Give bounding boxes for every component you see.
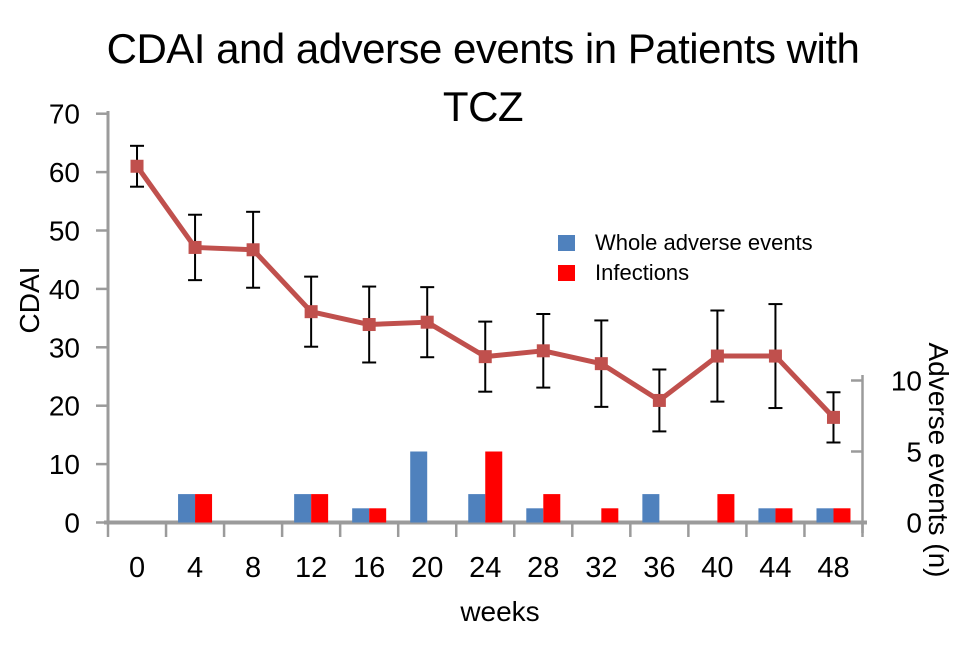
x-axis-tick-label: 0 bbox=[129, 552, 145, 584]
bar-whole-adverse-events-week-20 bbox=[410, 451, 428, 523]
cdai-marker-week-4 bbox=[188, 240, 202, 254]
cdai-marker-week-12 bbox=[304, 305, 318, 319]
bar-whole-adverse-events-week-24 bbox=[468, 494, 486, 523]
chart-title: CDAI and adverse events in Patients with… bbox=[106, 25, 860, 130]
bar-infections-week-32 bbox=[601, 508, 619, 523]
bar-whole-adverse-events-week-36 bbox=[642, 494, 660, 523]
bar-infections-week-12 bbox=[311, 494, 329, 523]
left-axis-tick-label: 50 bbox=[49, 216, 80, 247]
x-axis-tick-label: 20 bbox=[411, 552, 443, 584]
bar-whole-adverse-events-week-12 bbox=[294, 494, 312, 523]
legend-item-infections: Infections bbox=[558, 258, 813, 288]
legend-swatch-infections bbox=[558, 265, 575, 281]
bar-infections-week-4 bbox=[195, 494, 213, 523]
cdai-marker-week-48 bbox=[826, 410, 840, 424]
bar-whole-adverse-events-week-28 bbox=[526, 508, 544, 523]
legend-label-infections: Infections bbox=[595, 260, 690, 285]
cdai-marker-week-16 bbox=[362, 318, 376, 332]
x-axis-tick-label: 44 bbox=[759, 552, 791, 584]
x-axis-tick-label: 28 bbox=[527, 552, 559, 584]
right-axis-title: Adverse events (n) bbox=[923, 342, 954, 578]
x-axis-tick-label: 16 bbox=[353, 552, 385, 584]
x-axis-tick-label: 48 bbox=[817, 552, 849, 584]
right-axis-tick-label: 0 bbox=[906, 508, 922, 539]
cdai-marker-week-0 bbox=[130, 159, 144, 173]
x-axis-tick-label: 12 bbox=[295, 552, 327, 584]
right-axis-tick-label: 5 bbox=[906, 437, 922, 468]
left-axis-tick-label: 60 bbox=[49, 157, 80, 188]
left-axis-tick-label: 70 bbox=[49, 99, 80, 130]
left-axis-tick-label: 20 bbox=[49, 391, 80, 422]
cdai-marker-week-8 bbox=[246, 243, 260, 257]
legend-item-whole-adverse-events: Whole adverse events bbox=[558, 228, 813, 258]
left-axis-tick-label: 30 bbox=[49, 332, 80, 363]
x-axis-tick-label: 36 bbox=[643, 552, 675, 584]
left-axis-tick-label: 40 bbox=[49, 274, 80, 305]
cdai-marker-week-40 bbox=[710, 349, 724, 363]
x-axis-tick-label: 40 bbox=[701, 552, 733, 584]
bar-infections-week-24 bbox=[485, 451, 503, 523]
legend: Whole adverse events Infections bbox=[558, 228, 813, 288]
left-axis-title: CDAI bbox=[14, 266, 45, 334]
cdai-marker-week-32 bbox=[594, 357, 608, 371]
cdai-marker-week-28 bbox=[536, 344, 550, 358]
left-axis-tick-label: 0 bbox=[64, 508, 80, 539]
cdai-marker-week-36 bbox=[652, 393, 666, 407]
cdai-marker-week-44 bbox=[768, 349, 782, 363]
bar-whole-adverse-events-week-44 bbox=[758, 508, 776, 523]
bar-infections-week-48 bbox=[833, 508, 851, 523]
bar-infections-week-16 bbox=[369, 508, 387, 523]
x-axis-title: weeks bbox=[460, 596, 540, 627]
bar-infections-week-28 bbox=[543, 494, 561, 523]
legend-swatch-whole-adverse-events bbox=[558, 235, 575, 251]
x-axis-tick-label: 24 bbox=[469, 552, 501, 584]
bar-whole-adverse-events-week-16 bbox=[352, 508, 370, 523]
cdai-marker-week-20 bbox=[420, 315, 434, 329]
x-axis-tick-label: 8 bbox=[245, 552, 261, 584]
legend-label-whole-adverse-events: Whole adverse events bbox=[595, 230, 813, 255]
cdai-marker-week-24 bbox=[478, 350, 492, 364]
x-axis-tick-label: 32 bbox=[585, 552, 617, 584]
bar-whole-adverse-events-week-4 bbox=[178, 494, 196, 523]
x-axis-tick-label: 4 bbox=[187, 552, 203, 584]
bar-infections-week-44 bbox=[775, 508, 793, 523]
left-axis-tick-label: 10 bbox=[49, 449, 80, 480]
bar-infections-week-40 bbox=[717, 494, 735, 523]
right-axis-tick-label: 10 bbox=[891, 366, 922, 397]
bar-whole-adverse-events-week-48 bbox=[816, 508, 834, 523]
